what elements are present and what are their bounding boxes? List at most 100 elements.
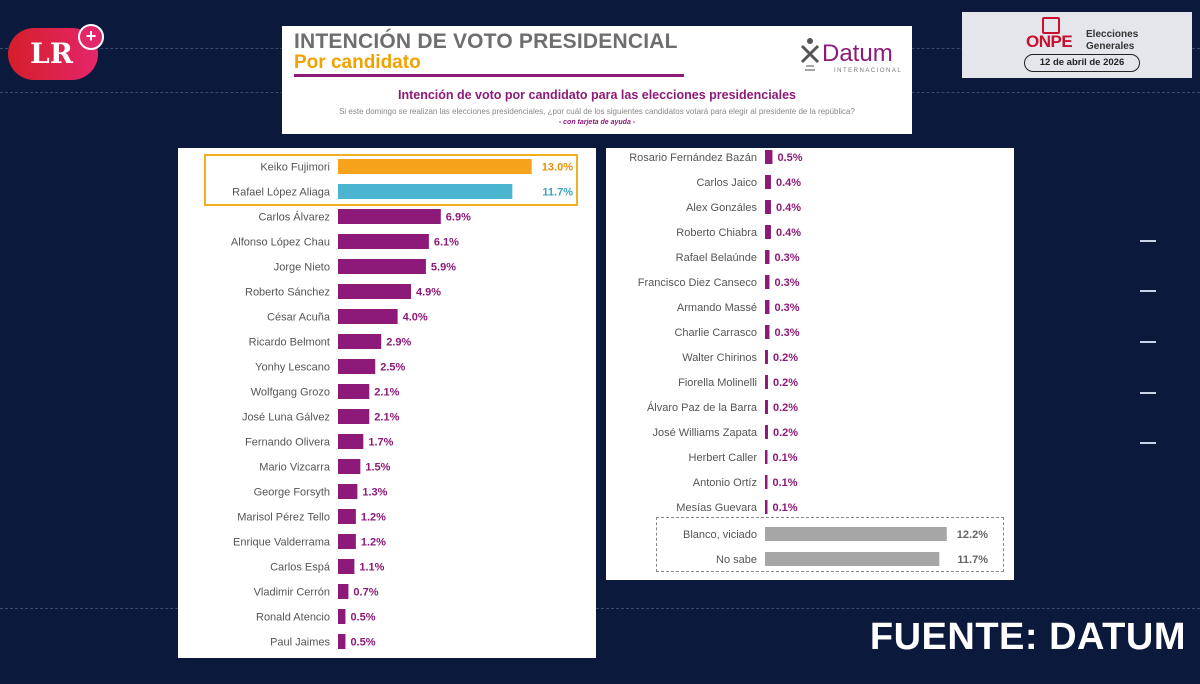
- bar: [338, 334, 382, 349]
- category-label: Herbert Caller: [689, 452, 758, 464]
- survey-note: - con tarjeta de ayuda -: [558, 119, 636, 126]
- value-label: 13.0%: [542, 162, 573, 174]
- value-label: 0.4%: [776, 227, 801, 239]
- bar: [338, 559, 355, 574]
- category-label: Armando Massé: [677, 302, 757, 314]
- category-label: Antonio Ortíz: [693, 477, 757, 489]
- side-dash: [1140, 240, 1156, 242]
- bar: [765, 500, 768, 514]
- value-label: 1.7%: [368, 437, 393, 449]
- value-label: 0.4%: [776, 177, 801, 189]
- category-label: Yonhy Lescano: [255, 362, 330, 374]
- chart-header: INTENCIÓN DE VOTO PRESIDENCIAL Por candi…: [282, 26, 912, 134]
- category-label: Ricardo Belmont: [249, 337, 330, 349]
- chart-panel-right: [606, 148, 1014, 580]
- side-dash: [1140, 392, 1156, 394]
- category-label: Rosario Fernández Bazán: [629, 152, 757, 164]
- value-label: 0.1%: [773, 477, 798, 489]
- value-label: 1.1%: [359, 562, 384, 574]
- source-caption: FUENTE: DATUM: [869, 616, 1186, 658]
- page-subtitle: Por candidato: [294, 52, 421, 73]
- category-label: Jorge Nieto: [274, 262, 330, 274]
- election-date: 12 de abril de 2026: [1024, 54, 1140, 72]
- bar: [765, 400, 768, 414]
- bar: [765, 325, 770, 339]
- background-dashed-line: [0, 608, 1200, 609]
- bar: [765, 375, 768, 389]
- category-label: Francisco Diez Canseco: [638, 277, 757, 289]
- category-label: César Acuña: [267, 312, 331, 324]
- value-label: 6.1%: [434, 237, 459, 249]
- category-label: Walter Chirinos: [682, 352, 757, 364]
- value-label: 0.2%: [773, 427, 798, 439]
- bar: [338, 259, 426, 274]
- election-line-1: Elecciones: [1086, 29, 1139, 40]
- pollster-name: Datum: [822, 40, 893, 67]
- value-label: 4.9%: [416, 287, 441, 299]
- value-label: 0.3%: [774, 302, 799, 314]
- bar: [338, 209, 441, 224]
- chart-panel-left: [178, 148, 596, 658]
- category-label: Mario Vizcarra: [259, 462, 331, 474]
- category-label: Ronald Atencio: [256, 612, 330, 624]
- bar: [338, 484, 358, 499]
- category-label: Mesías Guevara: [676, 502, 758, 514]
- value-label: 0.7%: [353, 587, 378, 599]
- bar: [765, 450, 768, 464]
- category-label: Roberto Chiabra: [676, 227, 758, 239]
- value-label: 0.1%: [773, 452, 798, 464]
- category-label: Paul Jaimes: [270, 637, 330, 649]
- bar: [765, 175, 771, 189]
- onpe-badge: ONPE Elecciones Generales 12 de abril de…: [962, 12, 1192, 78]
- bar: [338, 434, 364, 449]
- value-label: 12.2%: [957, 529, 988, 541]
- bar: [765, 425, 768, 439]
- bar: [338, 359, 376, 374]
- category-label: Carlos Espá: [270, 562, 331, 574]
- category-label: Keiko Fujimori: [260, 162, 330, 174]
- value-label: 1.3%: [362, 487, 387, 499]
- category-label: George Forsyth: [254, 487, 330, 499]
- chart-title: Intención de voto por candidato para las…: [397, 88, 797, 102]
- category-label: Alfonso López Chau: [231, 237, 330, 249]
- bar: [338, 609, 346, 624]
- bar: [338, 159, 532, 174]
- value-label: 1.2%: [361, 537, 386, 549]
- bar: [765, 225, 771, 239]
- category-label: Carlos Jaico: [696, 177, 757, 189]
- pollster-tag: INTERNACIONAL: [834, 68, 903, 74]
- value-label: 0.5%: [777, 152, 802, 164]
- category-label: Rafael Belaúnde: [676, 252, 757, 264]
- bar: [338, 184, 513, 199]
- value-label: 2.1%: [374, 387, 399, 399]
- category-label: No sabe: [716, 554, 757, 566]
- value-label: 0.1%: [773, 502, 798, 514]
- bar: [338, 309, 398, 324]
- category-label: Fernando Olivera: [245, 437, 331, 449]
- value-label: 0.3%: [774, 327, 799, 339]
- category-label: Carlos Álvarez: [258, 211, 330, 224]
- bar: [338, 584, 349, 599]
- category-label: Roberto Sánchez: [245, 287, 330, 299]
- value-label: 0.4%: [776, 202, 801, 214]
- bar: [765, 527, 947, 541]
- bar: [338, 459, 361, 474]
- election-line-2: Generales: [1086, 41, 1135, 52]
- bar: [338, 409, 370, 424]
- page-title: INTENCIÓN DE VOTO PRESIDENCIAL: [294, 30, 678, 53]
- election-label: Elecciones Generales: [1086, 29, 1138, 53]
- side-dash: [1140, 290, 1156, 292]
- lr-plus-icon: +: [78, 24, 104, 50]
- ballot-box-icon: [1042, 17, 1060, 34]
- bar: [765, 475, 768, 489]
- category-label: Blanco, viciado: [683, 529, 757, 541]
- value-label: 2.9%: [386, 337, 411, 349]
- bar: [338, 534, 356, 549]
- category-label: José Williams Zapata: [652, 427, 757, 439]
- onpe-logo: ONPE: [1026, 32, 1073, 51]
- bar: [765, 350, 768, 364]
- datum-figure-icon: [800, 36, 820, 81]
- bar: [338, 384, 370, 399]
- bar: [338, 284, 412, 299]
